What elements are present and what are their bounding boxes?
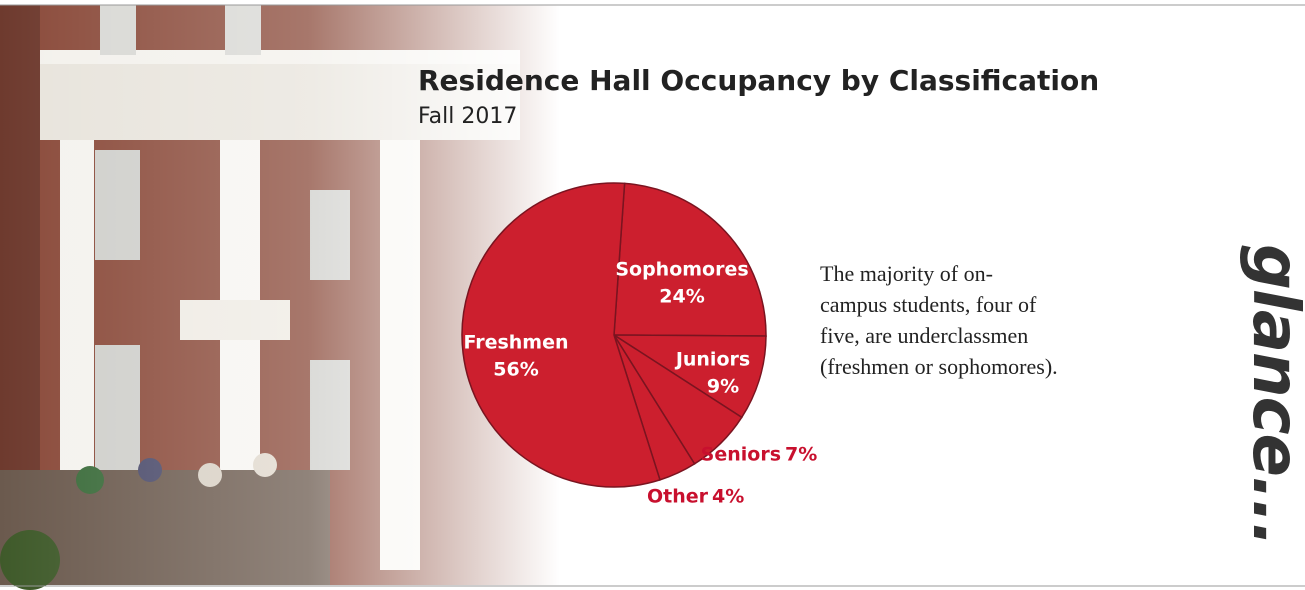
pie-slice xyxy=(613,182,767,337)
slice-label: Freshmen xyxy=(463,332,568,354)
slice-label: Sophomores xyxy=(615,259,748,281)
pie-slice xyxy=(611,334,767,419)
value-label: 4% xyxy=(712,486,744,508)
slice-label: Juniors xyxy=(674,349,750,371)
slice-label: Other xyxy=(647,486,709,508)
chart-title: Residence Hall Occupancy by Classificati… xyxy=(418,64,1099,97)
value-label: 56% xyxy=(493,359,538,381)
chart-subtitle: Fall 2017 xyxy=(418,104,517,129)
side-text: glance... xyxy=(1238,244,1305,546)
pie-slice xyxy=(461,182,661,488)
value-label: 24% xyxy=(659,286,704,308)
value-label: 7% xyxy=(785,444,817,466)
annotation: The majority of on-campus students, four… xyxy=(820,261,1058,379)
value-label: 9% xyxy=(707,376,739,398)
slice-label: Seniors xyxy=(701,444,781,466)
